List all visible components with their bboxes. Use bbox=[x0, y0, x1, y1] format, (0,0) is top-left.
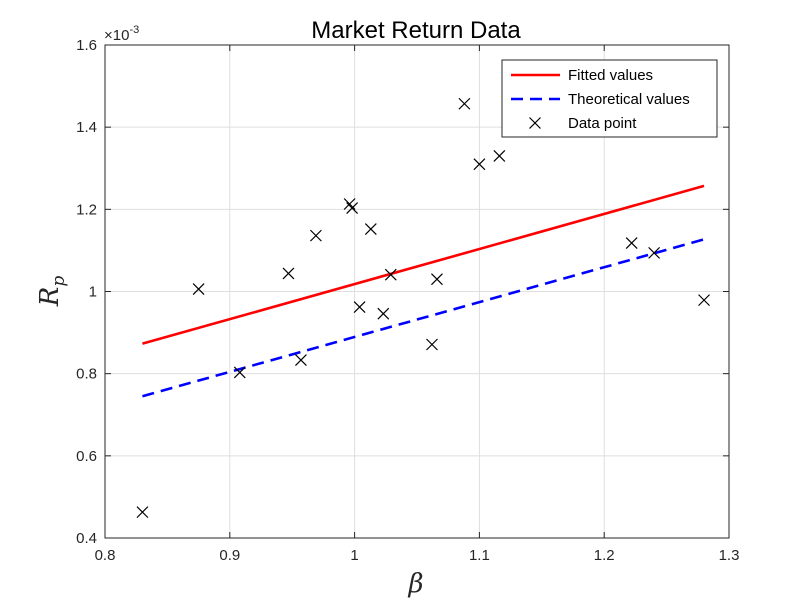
data-point-marker bbox=[625, 237, 638, 249]
y-axis-label-sub: p bbox=[49, 276, 69, 287]
y-exponent-label: ×10-3 bbox=[104, 24, 139, 44]
data-point-marker bbox=[473, 158, 486, 171]
x-tick-label: 1.3 bbox=[719, 547, 740, 564]
legend-entry-label: Data point bbox=[568, 115, 637, 132]
y-tick-label: 0.6 bbox=[76, 448, 97, 465]
legend-data-point-swatch bbox=[529, 117, 541, 129]
legend-entry-label: Theoretical values bbox=[568, 91, 690, 108]
y-tick-label: 1.4 bbox=[76, 119, 97, 136]
theoretical-values-line bbox=[142, 238, 705, 398]
series-layer bbox=[136, 97, 710, 519]
data-point-marker bbox=[309, 229, 322, 242]
legend-entry-label: Fitted values bbox=[568, 67, 653, 84]
data-point-marker bbox=[346, 202, 359, 215]
data-point-marker bbox=[458, 97, 471, 110]
data-point-marker bbox=[493, 150, 506, 162]
data-point-marker bbox=[295, 354, 307, 367]
data-point-marker bbox=[426, 338, 438, 351]
y-tick-label: 0.4 bbox=[76, 530, 97, 547]
y-axis-label-main: R bbox=[35, 287, 65, 308]
fitted-values-line bbox=[142, 184, 705, 345]
data-point-marker bbox=[136, 506, 149, 519]
data-point-marker bbox=[648, 246, 661, 259]
y-tick-label: 1 bbox=[89, 284, 97, 301]
legend: Fitted values Theoretical values Data poin… bbox=[501, 59, 718, 138]
ticks: 0.8 0.9 1 1.1 1.2 1.3 0.4 0.6 0.8 1 1.2 1.4 1.6 bbox=[76, 37, 739, 564]
data-point-marker bbox=[282, 267, 295, 280]
y-tick-label: 1.6 bbox=[76, 37, 97, 54]
x-tick-label: 0.9 bbox=[219, 547, 240, 564]
chart-title: Market Return Data bbox=[311, 17, 521, 44]
data-point-marker bbox=[431, 273, 443, 286]
y-tick-label: 0.8 bbox=[76, 366, 97, 383]
x-axis-label: β bbox=[407, 569, 423, 599]
data-point-marker bbox=[233, 366, 246, 379]
x-tick-label: 1.1 bbox=[469, 547, 490, 564]
y-tick-label: 1.2 bbox=[76, 201, 97, 218]
x-tick-label: 1 bbox=[350, 547, 358, 564]
data-point-marker bbox=[192, 283, 205, 295]
y-axis-label: Rp bbox=[35, 276, 69, 308]
data-point-marker bbox=[377, 307, 390, 320]
x-tick-label: 1.2 bbox=[594, 547, 615, 564]
data-point-marker bbox=[698, 294, 710, 307]
data-point-marker bbox=[384, 268, 397, 281]
data-point-marker bbox=[364, 223, 377, 235]
data-point-marker bbox=[353, 301, 366, 314]
x-tick-label: 0.8 bbox=[95, 547, 116, 564]
svg-text:Rp: Rp bbox=[35, 276, 69, 308]
